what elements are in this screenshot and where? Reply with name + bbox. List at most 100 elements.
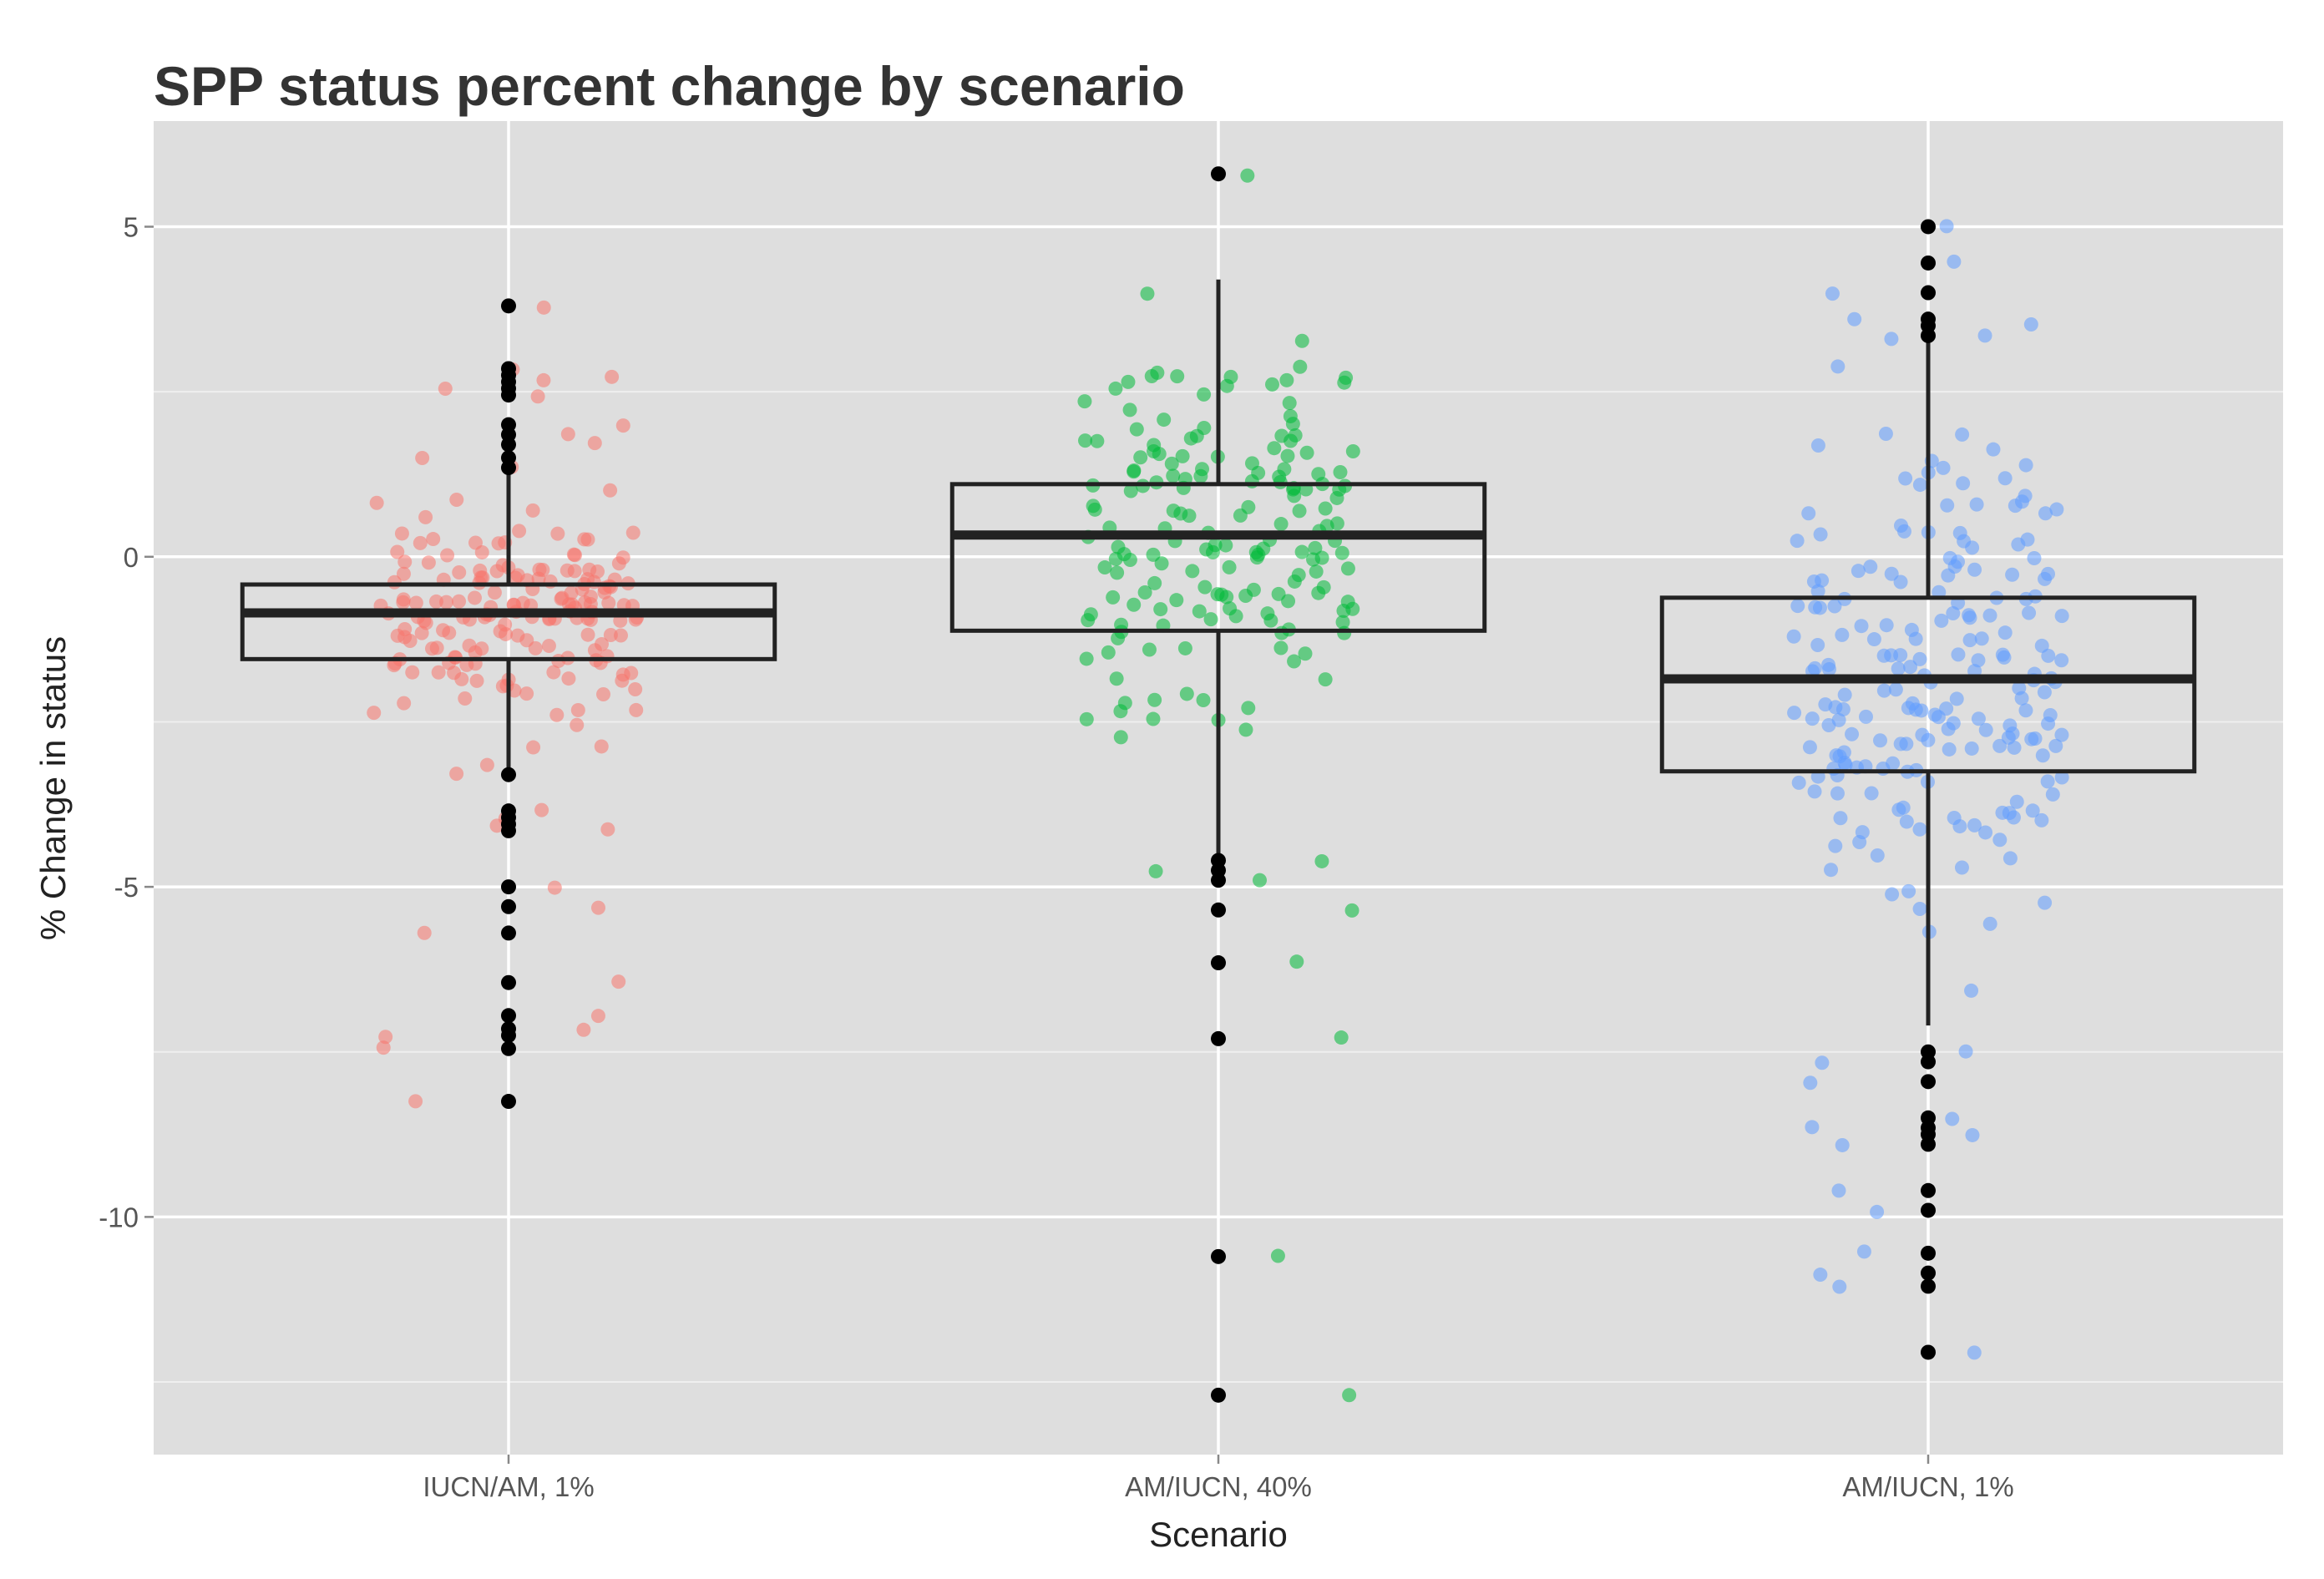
jitter-point — [1169, 593, 1184, 608]
jitter-point — [1219, 590, 1234, 605]
outlier-point — [501, 925, 516, 941]
jitter-point — [1241, 701, 1256, 716]
jitter-point — [1334, 1030, 1349, 1045]
jitter-point — [1790, 534, 1805, 549]
jitter-point — [561, 671, 576, 686]
jitter-point — [1977, 328, 1992, 343]
jitter-point — [2054, 770, 2069, 785]
jitter-point — [1815, 573, 1830, 588]
jitter-point — [1078, 433, 1093, 448]
jitter-point — [1978, 825, 1993, 840]
jitter-point — [2054, 609, 2069, 624]
jitter-point — [2001, 730, 2016, 745]
jitter-point — [1978, 722, 1993, 737]
jitter-point — [2018, 703, 2033, 718]
jitter-point — [1787, 706, 1802, 721]
jitter-point — [1164, 456, 1179, 471]
jitter-point — [1244, 456, 1259, 471]
jitter-point — [611, 556, 626, 571]
jitter-point — [397, 696, 412, 711]
jitter-point — [397, 554, 413, 569]
jitter-point — [1958, 1044, 1973, 1059]
x-axis: IUCN/AM, 1% AM/IUCN, 40% AM/IUCN, 1% — [423, 1455, 2014, 1502]
x-tick-label: AM/IUCN, 40% — [1125, 1471, 1312, 1502]
jitter-point — [2025, 803, 2040, 818]
jitter-point — [568, 548, 583, 563]
jitter-point — [408, 1094, 423, 1109]
jitter-point — [387, 574, 402, 590]
jitter-point — [376, 1040, 391, 1055]
outlier-point — [1921, 1202, 1936, 1218]
jitter-point — [1801, 506, 1816, 521]
jitter-point — [1179, 686, 1194, 701]
outlier-point — [1921, 1136, 1936, 1152]
jitter-point — [1912, 478, 1927, 493]
jitter-point — [1845, 726, 1860, 741]
jitter-point — [1193, 468, 1208, 483]
jitter-point — [532, 562, 547, 577]
jitter-point — [2037, 685, 2052, 700]
jitter-point — [615, 418, 630, 433]
jitter-point — [1248, 544, 1263, 559]
jitter-point — [576, 1022, 591, 1037]
jitter-point — [1986, 442, 2001, 457]
jitter-point — [1942, 550, 1957, 565]
jitter-point — [468, 535, 483, 550]
jitter-point — [1079, 651, 1094, 666]
jitter-point — [519, 686, 534, 701]
jitter-point — [1821, 657, 1836, 672]
jitter-point — [1810, 438, 1825, 453]
jitter-point — [458, 691, 473, 706]
jitter-point — [2023, 316, 2038, 331]
jitter-point — [1273, 640, 1289, 655]
jitter-point — [487, 585, 502, 600]
jitter-point — [1277, 462, 1292, 477]
jitter-point — [1345, 601, 1360, 616]
jitter-point — [1147, 438, 1162, 453]
jitter-point — [408, 595, 423, 610]
outlier-point — [1921, 1054, 1936, 1070]
jitter-point — [438, 595, 453, 610]
jitter-point — [1342, 1388, 1357, 1403]
jitter-point — [1939, 219, 1954, 234]
jitter-point — [2038, 895, 2053, 910]
jitter-point — [1101, 645, 1116, 660]
jitter-point — [1246, 582, 1261, 597]
jitter-point — [1815, 1055, 1830, 1070]
jitter-point — [628, 682, 643, 697]
outlier-points — [501, 166, 1936, 1403]
jitter-point — [491, 536, 506, 551]
jitter-point — [1982, 608, 1997, 623]
jitter-point — [1127, 597, 1142, 612]
outlier-point — [1921, 1245, 1936, 1261]
jitter-point — [625, 525, 640, 540]
jitter-point — [1827, 599, 1842, 614]
outlier-point — [501, 822, 516, 838]
jitter-point — [1283, 408, 1298, 423]
jitter-point — [1946, 716, 1961, 731]
jitter-point — [489, 564, 504, 579]
jitter-point — [1292, 504, 1307, 519]
jitter-point — [1192, 604, 1207, 619]
outlier-point — [501, 1040, 516, 1056]
jitter-point — [1309, 564, 1324, 579]
jitter-point — [1222, 559, 1237, 574]
jitter-point — [583, 597, 598, 612]
jitter-point — [1142, 642, 1157, 657]
jitter-point — [603, 579, 618, 595]
jitter-point — [536, 372, 551, 387]
y-axis-title: % Change in status — [33, 636, 73, 940]
jitter-point — [1921, 732, 1936, 747]
jitter-point — [1197, 579, 1213, 595]
jitter-point — [2002, 851, 2018, 866]
jitter-point — [519, 633, 534, 648]
jitter-point — [1885, 887, 1900, 902]
jitter-point — [1318, 501, 1333, 516]
jitter-point — [1873, 733, 1888, 748]
jitter-point — [1097, 560, 1112, 575]
outlier-point — [1921, 1265, 1936, 1281]
jitter-point — [1345, 443, 1360, 458]
jitter-point — [1260, 606, 1275, 621]
jitter-point — [587, 436, 602, 451]
jitter-point — [1294, 544, 1309, 559]
